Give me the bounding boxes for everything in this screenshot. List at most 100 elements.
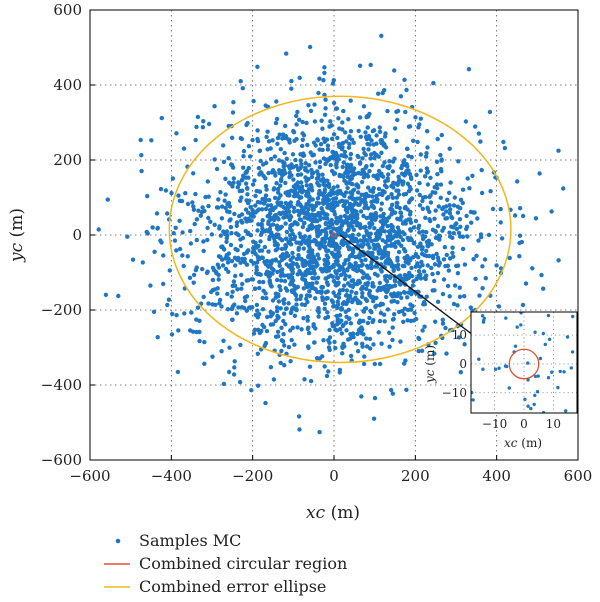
sample-point xyxy=(276,294,281,299)
sample-point xyxy=(376,249,381,254)
sample-point xyxy=(304,183,309,188)
sample-point xyxy=(306,163,312,168)
sample-point xyxy=(364,344,370,349)
sample-point xyxy=(361,309,367,314)
sample-point xyxy=(256,222,261,227)
sample-point xyxy=(230,110,236,115)
sample-point xyxy=(434,182,440,187)
sample-point xyxy=(185,254,190,259)
inset-y-tick-label: −10 xyxy=(442,386,467,400)
sample-point xyxy=(348,321,354,326)
sample-point xyxy=(243,216,248,221)
sample-point xyxy=(501,139,506,145)
sample-point xyxy=(451,203,457,208)
sample-point xyxy=(455,210,461,215)
sample-point xyxy=(458,197,464,202)
sample-point xyxy=(317,192,322,197)
sample-point xyxy=(368,156,373,161)
sample-point xyxy=(212,287,217,292)
sample-point xyxy=(273,318,278,324)
sample-point xyxy=(435,185,440,191)
sample-point xyxy=(304,296,309,301)
sample-point xyxy=(295,202,300,207)
sample-point xyxy=(435,255,441,260)
sample-point xyxy=(253,193,258,199)
sample-point xyxy=(345,185,350,191)
sample-point xyxy=(292,220,297,225)
sample-point xyxy=(323,106,328,111)
sample-point xyxy=(180,230,185,235)
sample-point xyxy=(399,165,404,171)
sample-point xyxy=(397,205,402,211)
sample-point xyxy=(305,318,310,323)
sample-point xyxy=(306,282,311,287)
sample-point xyxy=(310,197,315,202)
sample-point xyxy=(440,291,446,297)
sample-point xyxy=(441,205,446,210)
sample-point xyxy=(440,321,446,326)
sample-point xyxy=(241,165,246,170)
sample-point xyxy=(244,122,249,128)
sample-point xyxy=(396,192,402,197)
sample-point xyxy=(264,134,269,140)
sample-point xyxy=(369,295,374,300)
sample-point xyxy=(429,242,434,247)
sample-point xyxy=(301,235,306,240)
sample-point xyxy=(419,259,424,265)
sample-point xyxy=(263,193,269,198)
x-tick-label: −200 xyxy=(232,467,273,485)
sample-point xyxy=(251,331,257,336)
sample-point xyxy=(332,254,337,259)
sample-point xyxy=(240,235,246,241)
sample-point xyxy=(350,182,355,187)
sample-point xyxy=(246,248,251,253)
sample-point xyxy=(456,230,462,236)
sample-point xyxy=(290,231,295,237)
sample-point xyxy=(395,225,401,230)
sample-point xyxy=(290,250,295,256)
sample-point xyxy=(334,159,340,164)
sample-point xyxy=(283,221,288,226)
sample-point xyxy=(541,286,546,291)
sample-point xyxy=(316,90,321,96)
sample-point xyxy=(404,387,409,392)
sample-point xyxy=(515,179,520,184)
sample-point xyxy=(337,291,342,296)
sample-points xyxy=(96,33,566,435)
sample-point xyxy=(177,246,183,252)
sample-point xyxy=(158,186,164,192)
sample-point xyxy=(367,315,372,321)
sample-point xyxy=(430,271,435,277)
sample-point xyxy=(341,160,346,165)
sample-point xyxy=(278,306,283,311)
sample-point xyxy=(422,302,428,307)
sample-point xyxy=(288,257,293,263)
sample-point xyxy=(330,201,335,206)
sample-point xyxy=(325,143,331,148)
sample-point xyxy=(292,342,297,347)
sample-point xyxy=(206,121,212,127)
sample-point xyxy=(445,283,451,289)
sample-point xyxy=(359,179,365,185)
legend: Samples MC Combined circular region Comb… xyxy=(104,531,347,596)
sample-point xyxy=(351,187,357,192)
y-axis-label: yc (m) xyxy=(7,208,27,263)
sample-point xyxy=(457,217,463,222)
sample-point xyxy=(418,168,423,173)
sample-point xyxy=(275,269,280,275)
sample-point xyxy=(276,299,282,304)
sample-point xyxy=(343,309,348,314)
sample-point xyxy=(379,150,384,155)
sample-point xyxy=(420,198,425,204)
x-tick-label: −400 xyxy=(151,467,192,485)
sample-point xyxy=(475,216,480,221)
sample-point xyxy=(376,154,381,159)
sample-point xyxy=(165,211,170,216)
sample-point xyxy=(322,112,328,118)
sample-point xyxy=(409,154,414,160)
sample-point xyxy=(428,175,433,180)
sample-point xyxy=(251,248,257,254)
sample-point xyxy=(227,345,232,350)
sample-point xyxy=(364,215,369,221)
sample-point xyxy=(291,177,296,182)
